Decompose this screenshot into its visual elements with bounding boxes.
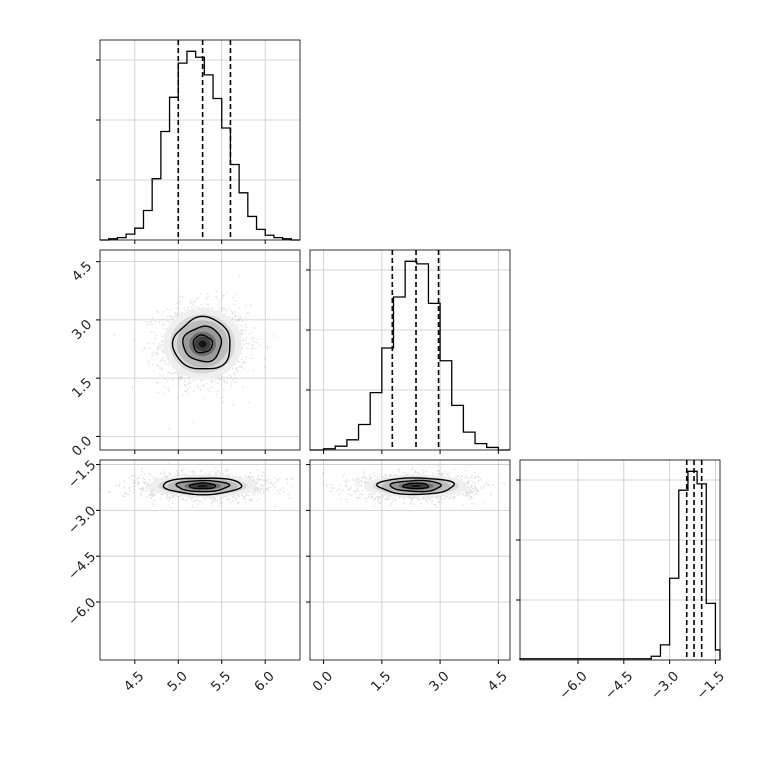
y-tick-label-0: 0.0 xyxy=(69,433,96,460)
y-tick-label-1: 1.5 xyxy=(69,375,96,402)
density-shade-6 xyxy=(410,484,422,488)
panel-frame xyxy=(99,39,301,241)
contour-line-0 xyxy=(188,482,217,490)
contour-line-2 xyxy=(162,477,243,496)
x-tick-label-3: 4.5 xyxy=(484,668,511,695)
histogram-step-line xyxy=(519,470,721,660)
x-tick-label-1: −4.5 xyxy=(602,668,636,702)
contour-line-0 xyxy=(402,482,430,490)
x-tick-label-3: −1.5 xyxy=(694,668,728,702)
density-content xyxy=(310,460,510,660)
x-tick-label-1: 1.5 xyxy=(368,668,395,695)
y-tick-label-3: −1.5 xyxy=(65,457,99,491)
density-shade-6 xyxy=(198,340,207,348)
histogram-panel-1 xyxy=(306,249,511,451)
x-tick-label-0: 4.5 xyxy=(121,668,148,695)
contour-line-1 xyxy=(389,479,442,493)
panel-frame xyxy=(99,459,301,661)
y-tick-label-1: −4.5 xyxy=(65,549,99,583)
y-tick-label-2: −3.0 xyxy=(65,503,99,537)
density-panel-1-2 xyxy=(309,459,511,661)
density-shade-6 xyxy=(197,484,208,488)
contour-line-1 xyxy=(175,479,231,493)
density-panel-0-1 xyxy=(99,249,301,451)
contour-line-0 xyxy=(192,334,214,354)
panel-background xyxy=(310,250,510,450)
y-tick-label-0: −6.0 xyxy=(65,595,99,629)
histogram-step-line xyxy=(100,50,300,241)
density-panel-0-2 xyxy=(99,459,301,661)
panel-background xyxy=(520,460,720,660)
x-tick-label-3: 6.0 xyxy=(251,668,278,695)
density-content xyxy=(100,460,300,660)
histogram-panel-2 xyxy=(516,459,721,661)
y-tick-label-3: 4.5 xyxy=(69,258,96,285)
contour-line-2 xyxy=(376,477,456,496)
histogram-step-line xyxy=(310,260,510,451)
panel-frame xyxy=(309,249,511,451)
y-tick-label-2: 3.0 xyxy=(69,317,96,344)
contour-line-1 xyxy=(182,325,223,363)
x-tick-label-1: 5.0 xyxy=(164,668,191,695)
x-tick-label-2: −3.0 xyxy=(648,668,682,702)
x-tick-label-0: 0.0 xyxy=(310,668,337,695)
panel-frame xyxy=(99,249,301,451)
x-tick-label-0: −6.0 xyxy=(556,668,590,702)
density-content xyxy=(100,250,300,450)
histogram-panel-0 xyxy=(96,39,301,241)
x-tick-label-2: 3.0 xyxy=(426,668,453,695)
panel-frame xyxy=(309,459,511,661)
contour-line-2 xyxy=(171,315,231,370)
x-tick-label-2: 5.5 xyxy=(208,668,235,695)
panel-background xyxy=(100,40,300,240)
panel-frame xyxy=(519,459,721,661)
